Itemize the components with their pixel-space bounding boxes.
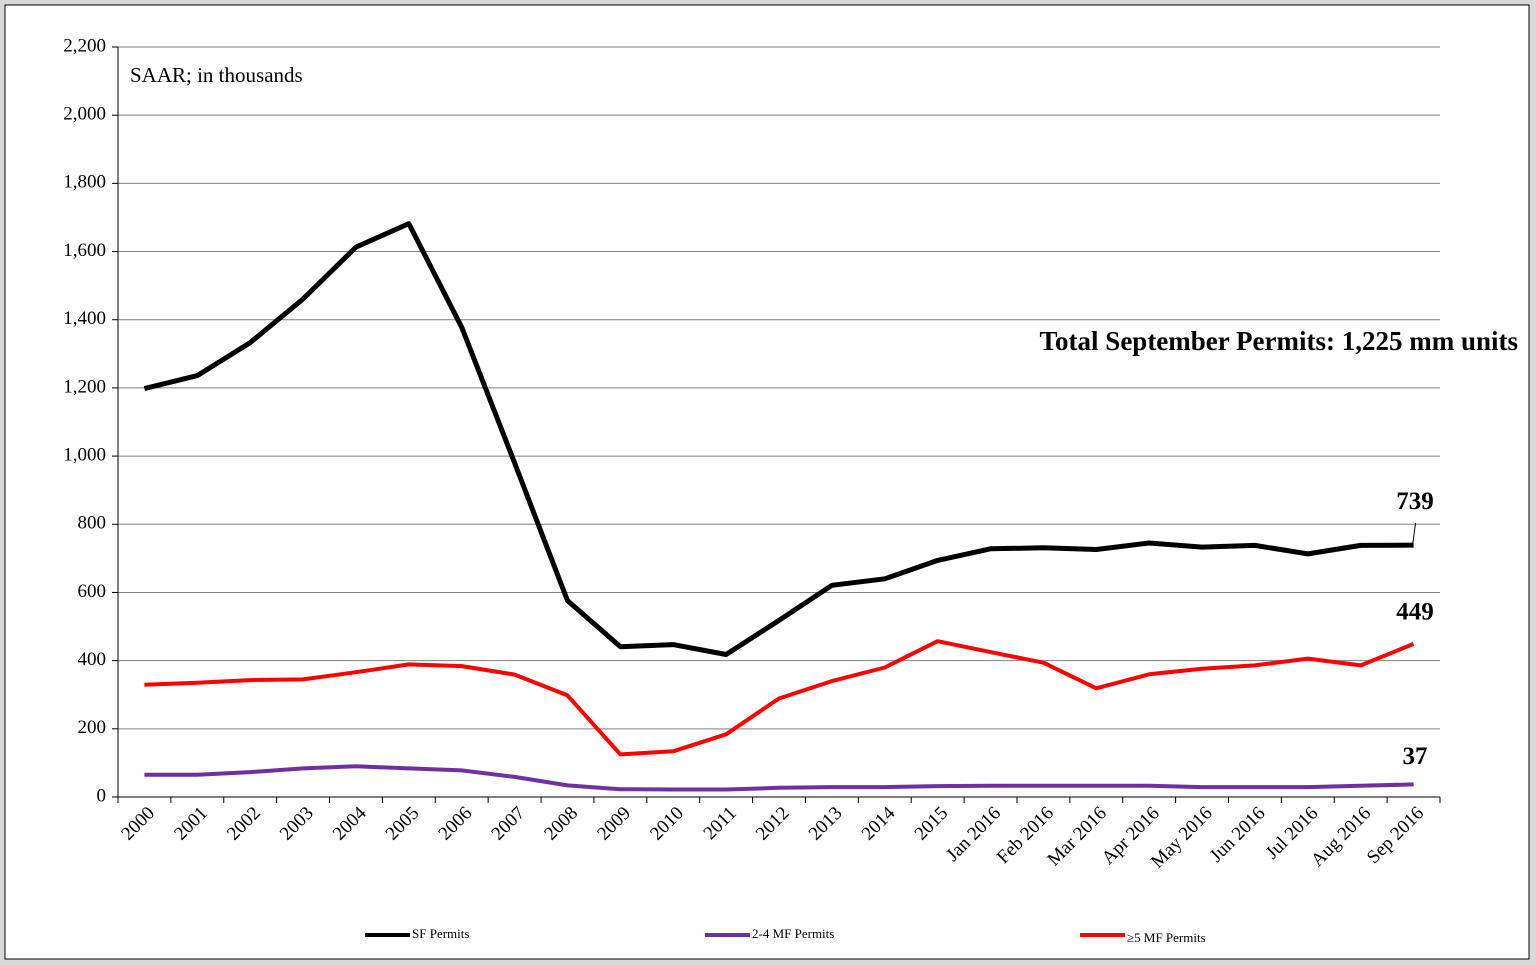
y-tick-label: 2,000 [63, 104, 106, 125]
legend-label: 2-4 MF Permits [752, 926, 834, 941]
y-tick-label: 1,600 [63, 240, 106, 261]
total-annotation: Total September Permits: 1,225 mm units [1040, 326, 1518, 356]
leader-line [1412, 523, 1417, 546]
y-tick-label: 0 [97, 785, 107, 806]
y-tick-label: 200 [78, 717, 107, 738]
y-tick-label: 1,200 [63, 376, 106, 397]
series-line [144, 639, 1415, 757]
legend-label: SF Permits [412, 926, 469, 941]
y-tick-label: 1,800 [63, 172, 106, 193]
series-line [144, 764, 1414, 792]
legend-label: ≥5 MF Permits [1127, 930, 1206, 945]
y-tick-label: 600 [78, 581, 107, 602]
data-label: 449 [1396, 599, 1434, 626]
series-line [143, 221, 1414, 657]
y-tick-label: 1,400 [63, 308, 106, 329]
data-label: 739 [1396, 488, 1434, 515]
chart-frame [4, 4, 1530, 960]
y-tick-label: 400 [78, 649, 107, 670]
y-tick-label: 1,000 [63, 444, 106, 465]
data-label: 37 [1403, 743, 1428, 770]
y-tick-label: 800 [78, 513, 107, 534]
units-note: SAAR; in thousands [130, 63, 303, 87]
y-tick-label: 2,200 [63, 35, 106, 56]
